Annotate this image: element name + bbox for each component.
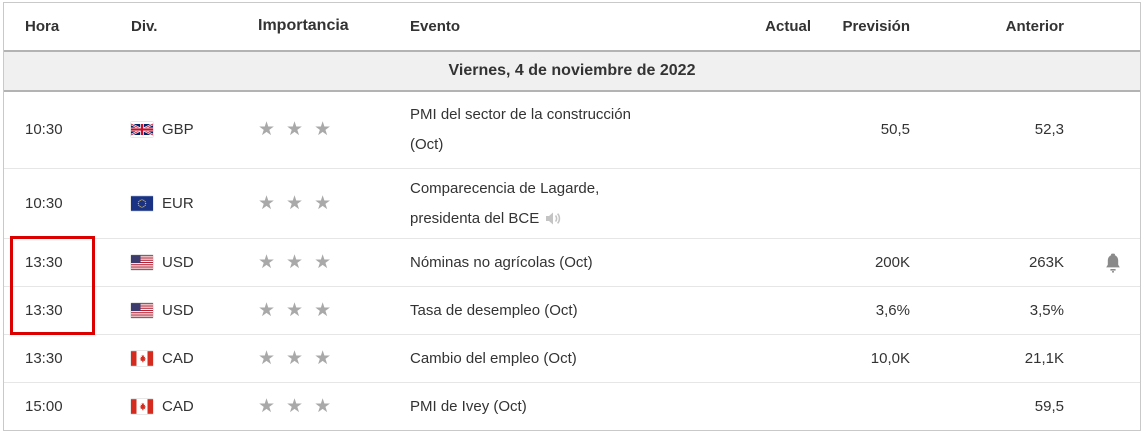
forecast-value: 50,5	[880, 121, 910, 139]
star-icon: ★	[314, 193, 332, 215]
currency-code: CAD	[162, 398, 194, 416]
star-icon: ★	[286, 348, 304, 370]
previous-value: 59,5	[1034, 398, 1064, 416]
star-icon: ★	[286, 252, 304, 274]
eu-flag-icon	[131, 196, 153, 211]
table-row: 10:30 GBP ★ ★ ★ PMI del sector de la con…	[4, 92, 1140, 169]
event-link[interactable]: Nóminas no agrícolas (Oct)	[410, 253, 593, 271]
currency-code: EUR	[162, 195, 194, 213]
currency-code: CAD	[162, 350, 194, 368]
column-header-importancia: Importancia	[258, 17, 349, 35]
currency-code: USD	[162, 302, 194, 320]
star-icon: ★	[258, 193, 276, 215]
date-header: Viernes, 4 de noviembre de 2022	[4, 49, 1140, 92]
economic-calendar-table: Hora Div. Importancia Evento Actual Prev…	[3, 2, 1141, 431]
table-row: 15:00 CAD ★ ★ ★ PMI de Ivey (Oct) 59,5	[4, 383, 1140, 430]
importance-rating: ★ ★ ★	[258, 301, 331, 320]
star-icon: ★	[258, 252, 276, 274]
star-icon: ★	[314, 300, 332, 322]
importance-rating: ★ ★ ★	[258, 253, 331, 272]
table-header-row: Hora Div. Importancia Evento Actual Prev…	[4, 3, 1140, 50]
table-row: 13:30 CAD ★ ★ ★ Cambio del empleo (Oct) …	[4, 335, 1140, 384]
star-icon: ★	[286, 396, 304, 418]
importance-rating: ★ ★ ★	[258, 194, 331, 213]
event-link[interactable]: PMI del sector de la construcción (Oct)	[410, 105, 631, 153]
ca-flag-icon	[131, 399, 153, 414]
previous-value: 21,1K	[1024, 350, 1064, 368]
star-icon: ★	[258, 119, 276, 141]
event-link[interactable]: Tasa de desempleo (Oct)	[410, 301, 578, 319]
event-time: 13:30	[25, 254, 63, 272]
column-header-prevision: Previsión	[842, 17, 910, 35]
column-header-evento: Evento	[410, 17, 461, 35]
event-time: 15:00	[25, 398, 63, 416]
previous-value: 3,5%	[1029, 302, 1064, 320]
column-header-actual: Actual	[765, 17, 811, 35]
alert-bell-icon[interactable]	[1104, 253, 1122, 273]
event-time: 10:30	[25, 195, 63, 213]
table-row: 13:30 USD ★ ★ ★ Tasa de desempl	[4, 287, 1140, 336]
us-flag-icon	[131, 303, 153, 319]
event-time: 13:30	[25, 302, 63, 320]
star-icon: ★	[286, 119, 304, 141]
star-icon: ★	[286, 193, 304, 215]
event-time: 13:30	[25, 350, 63, 368]
star-icon: ★	[314, 396, 332, 418]
star-icon: ★	[314, 252, 332, 274]
currency-code: USD	[162, 254, 194, 272]
forecast-value: 10,0K	[870, 350, 910, 368]
us-flag-icon	[131, 255, 153, 271]
star-icon: ★	[314, 348, 332, 370]
column-header-hora: Hora	[25, 17, 60, 35]
previous-value: 52,3	[1034, 121, 1064, 139]
uk-flag-icon	[131, 123, 153, 137]
ca-flag-icon	[131, 351, 153, 366]
importance-rating: ★ ★ ★	[258, 349, 331, 368]
column-header-anterior: Anterior	[1005, 17, 1064, 35]
star-icon: ★	[258, 348, 276, 370]
star-icon: ★	[314, 119, 332, 141]
star-icon: ★	[258, 300, 276, 322]
currency-code: GBP	[162, 121, 194, 139]
event-link[interactable]: Comparecencia de Lagarde, presidenta del…	[410, 179, 600, 227]
previous-value: 263K	[1028, 254, 1064, 272]
importance-rating: ★ ★ ★	[258, 397, 331, 416]
importance-rating: ★ ★ ★	[258, 120, 331, 139]
speaker-icon[interactable]	[545, 211, 562, 226]
star-icon: ★	[286, 300, 304, 322]
event-time: 10:30	[25, 121, 63, 139]
table-row: 13:30 USD ★ ★ ★ Nóminas no agrí	[4, 239, 1140, 288]
column-header-div: Div.	[131, 17, 158, 35]
event-link[interactable]: PMI de Ivey (Oct)	[410, 397, 527, 415]
forecast-value: 3,6%	[875, 302, 910, 320]
star-icon: ★	[258, 396, 276, 418]
table-row: 10:30 EUR ★ ★ ★ Co	[4, 169, 1140, 240]
event-link[interactable]: Cambio del empleo (Oct)	[410, 349, 577, 367]
forecast-value: 200K	[874, 254, 910, 272]
